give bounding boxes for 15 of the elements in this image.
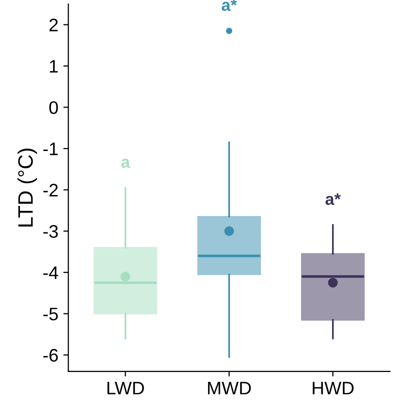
y-tick-label: 2: [49, 18, 58, 32]
y-axis-title: LTD (°C): [18, 148, 37, 226]
y-tick-label: -6: [43, 348, 58, 362]
y-tick-label: 0: [49, 101, 58, 114]
x-tick-label: LWD: [107, 382, 144, 394]
x-tick-label: MWD: [208, 382, 251, 394]
y-tick-label: -3: [43, 225, 58, 238]
y-tick-label: -2: [43, 184, 58, 196]
y-tick-label: 1: [50, 60, 58, 73]
y-tick-label: -1: [43, 142, 58, 156]
y-tick-label: -5: [43, 308, 58, 320]
y-tick-label: -4: [43, 266, 58, 279]
annotation: a: [121, 158, 130, 168]
annotation: a*: [325, 193, 341, 205]
x-tick-label: HWD: [312, 382, 354, 394]
